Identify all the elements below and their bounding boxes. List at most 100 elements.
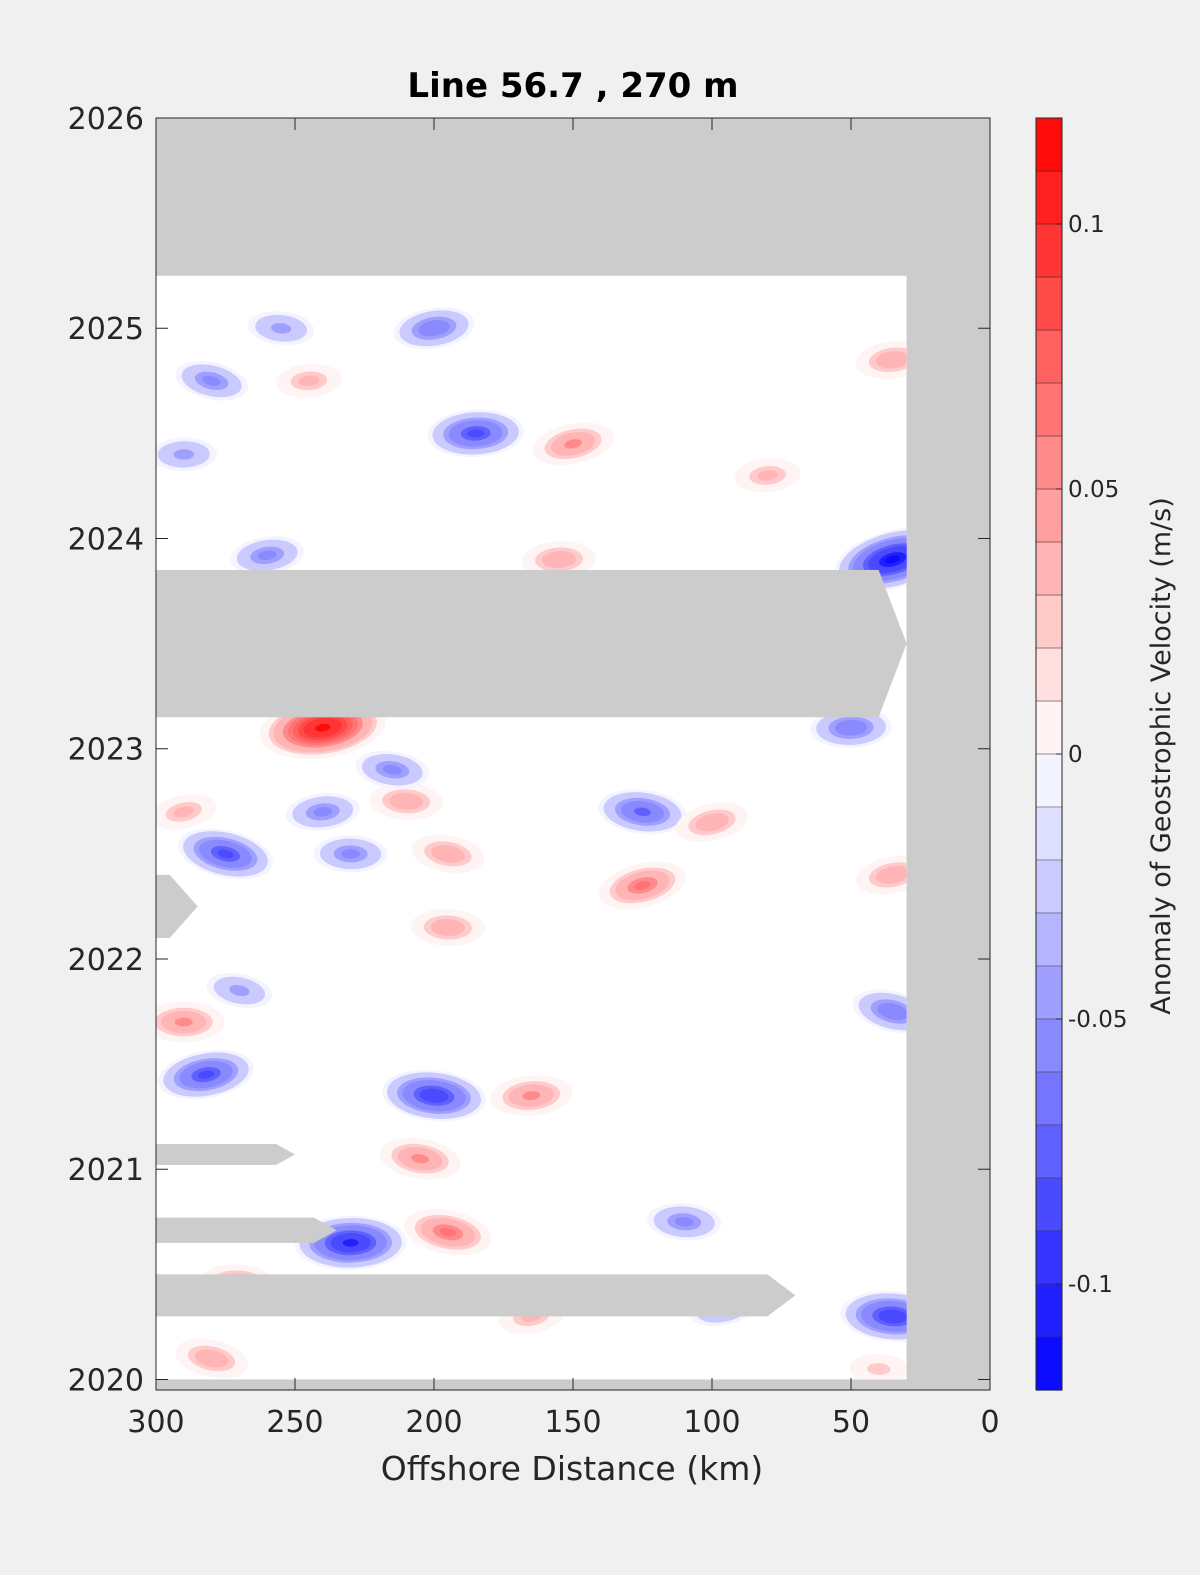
anomaly-feature (206, 972, 273, 1009)
contour-level (174, 1017, 193, 1027)
colorbar-segment (1036, 1231, 1062, 1285)
colorbar-segment (1036, 383, 1062, 437)
contour-level (315, 723, 331, 732)
anomaly-feature (856, 855, 907, 895)
y-tick-label: 2025 (68, 312, 144, 347)
colorbar-segment (1036, 701, 1062, 755)
anomaly-feature (840, 1290, 907, 1342)
contour-level (439, 1227, 457, 1237)
anomaly-feature (647, 1203, 722, 1241)
colorbar-segment (1036, 330, 1062, 384)
anomaly-feature (522, 540, 597, 579)
contour-level (702, 817, 722, 828)
y-tick-label: 2023 (68, 733, 144, 768)
anomaly-feature (855, 340, 907, 379)
anomaly-feature (532, 422, 614, 466)
contour-level (883, 1006, 902, 1017)
contour-level (564, 439, 582, 449)
y-tick-label: 2026 (68, 102, 144, 137)
x-tick-label: 150 (544, 1405, 601, 1440)
contour-level (202, 1353, 221, 1364)
anomaly-feature (810, 707, 892, 748)
anomaly-feature (175, 1338, 248, 1379)
plot-area: 300 250 200 150 100 50 0 2020 2021 2022 2023 2024 20… (68, 102, 1000, 1440)
plot-frame (155, 117, 991, 1391)
anomaly-feature (158, 1049, 254, 1100)
data-field (156, 275, 907, 1380)
contour-level (883, 354, 903, 365)
anomaly-feature (410, 908, 485, 946)
contour-level (382, 764, 402, 775)
contour-level (438, 922, 458, 933)
anomaly-feature (852, 989, 907, 1034)
colorbar-tick-label: -0.1 (1068, 1272, 1113, 1298)
y-tick-label: 2022 (68, 943, 144, 978)
anomaly-feature (369, 782, 444, 820)
contour-level (425, 1091, 443, 1100)
colorbar-segment (1036, 913, 1062, 967)
contour-level (438, 848, 458, 859)
colorbar-segment (1036, 171, 1062, 225)
colorbar-segment (1036, 1178, 1062, 1232)
x-tick-label: 250 (266, 1405, 323, 1440)
contour-level (885, 555, 901, 564)
contour-level (298, 375, 320, 387)
anomaly-feature (734, 458, 801, 493)
anomaly-feature (248, 311, 315, 346)
contour-level (197, 1070, 215, 1079)
contour-level (396, 796, 416, 807)
colorbar-tick-label: 0.05 (1068, 477, 1119, 503)
contour-level (341, 849, 360, 859)
colorbar-segment (1036, 648, 1062, 702)
anomaly-feature (427, 409, 525, 458)
contour-level (217, 849, 234, 859)
anomaly-feature (156, 793, 217, 830)
colorbar-tick-label: 0 (1068, 742, 1083, 768)
data-region (156, 275, 907, 1380)
missing-data-band (156, 874, 198, 938)
colorbar-segment (1036, 1284, 1062, 1338)
contour-level (842, 723, 860, 733)
colorbar-segment (1036, 807, 1062, 861)
colorbar-segment (1036, 1072, 1062, 1126)
contour-level (425, 323, 443, 333)
contour-level (313, 807, 333, 817)
colorbar-segment (1036, 489, 1062, 543)
contour-level (411, 1154, 429, 1164)
contour-level (757, 470, 778, 481)
contour-level (229, 985, 250, 996)
x-tick-label: 100 (683, 1405, 740, 1440)
contour-level (522, 1091, 541, 1101)
anomaly-feature (230, 536, 304, 575)
colorbar-segment (1036, 860, 1062, 914)
contour-level (884, 1312, 901, 1321)
colorbar-segment (1036, 1337, 1062, 1391)
missing-data-band (156, 1274, 796, 1317)
contour-level (270, 322, 292, 334)
colorbar-segment (1036, 754, 1062, 808)
anomaly-feature (675, 802, 749, 843)
contour-level (549, 554, 569, 565)
x-tick-label: 50 (832, 1405, 870, 1440)
colorbar-segment (1036, 966, 1062, 1020)
anomaly-feature (490, 1075, 572, 1117)
missing-data-band (156, 1217, 337, 1243)
contour-level (634, 807, 651, 817)
contour-level (173, 449, 194, 460)
contour-level (257, 550, 277, 561)
colorbar-segment (1036, 118, 1062, 172)
anomaly-feature (411, 834, 485, 874)
anomaly-feature (382, 1069, 486, 1122)
anomaly-feature (275, 363, 343, 398)
y-tick-label: 2021 (68, 1153, 144, 1188)
anomaly-feature (598, 789, 687, 835)
colorbar-segment (1036, 224, 1062, 278)
colorbar-segment (1036, 542, 1062, 596)
x-axis-label: Offshore Distance (km) (381, 1449, 763, 1488)
contour-level (467, 429, 484, 438)
x-tick-label: 200 (405, 1405, 462, 1440)
chart-title: Line 56.7 , 270 m (407, 66, 738, 106)
anomaly-feature (178, 828, 273, 880)
contour-level (634, 880, 651, 890)
contour-level (883, 869, 902, 880)
